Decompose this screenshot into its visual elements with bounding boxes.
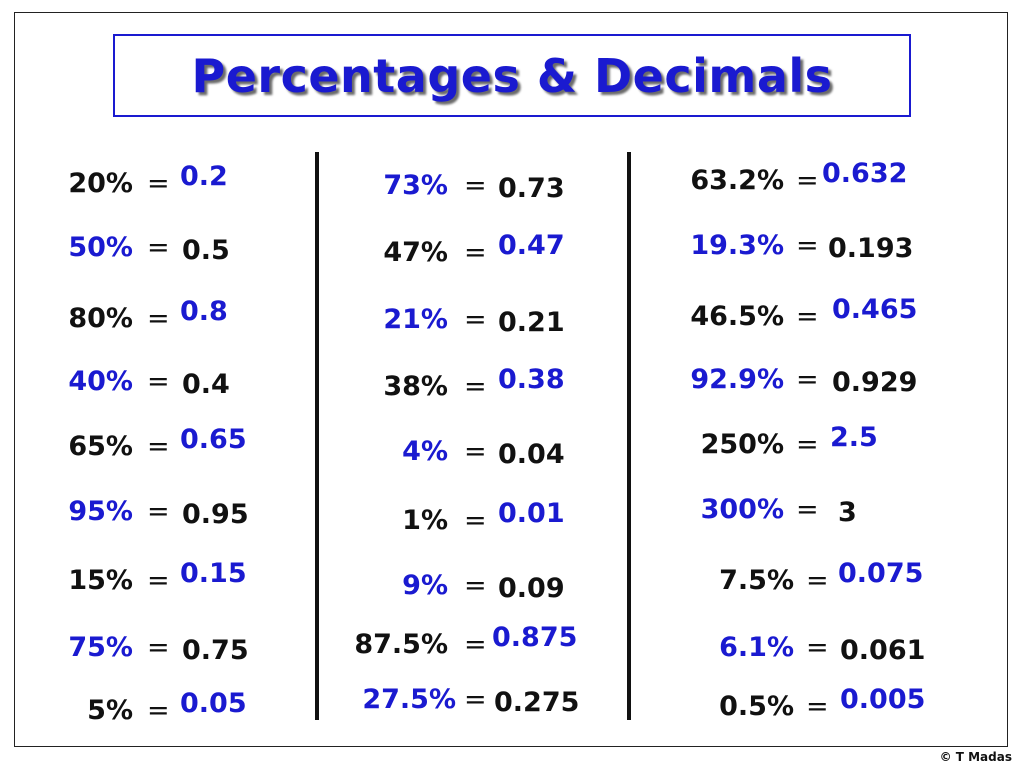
equals-sign: = (147, 168, 170, 199)
decimal-value: 0.21 (498, 307, 565, 338)
equals-sign: = (147, 366, 170, 397)
page-title: Percentages & Decimals (191, 48, 833, 103)
percentage-value: 95% (68, 496, 133, 527)
decimal-value: 0.65 (180, 424, 247, 455)
decimal-value: 0.275 (494, 687, 580, 718)
slide-frame (14, 12, 1008, 747)
decimal-value: 0.061 (840, 635, 926, 666)
decimal-value: 0.465 (832, 294, 918, 325)
percentage-value: 250% (700, 429, 784, 460)
equals-sign: = (796, 301, 819, 332)
percentage-value: 6.1% (719, 632, 794, 663)
equals-sign: = (806, 691, 829, 722)
decimal-value: 0.5 (182, 235, 230, 266)
equals-sign: = (147, 565, 170, 596)
decimal-value: 2.5 (830, 422, 878, 453)
percentage-value: 50% (68, 232, 133, 263)
copyright-notice: © T Madas (939, 750, 1012, 764)
percentage-value: 5% (87, 695, 133, 726)
percentage-value: 38% (383, 371, 448, 402)
decimal-value: 0.75 (182, 635, 249, 666)
decimal-value: 0.929 (832, 367, 918, 398)
decimal-value: 0.8 (180, 296, 228, 327)
equals-sign: = (147, 496, 170, 527)
equals-sign: = (147, 695, 170, 726)
equals-sign: = (464, 684, 487, 715)
equals-sign: = (464, 237, 487, 268)
decimal-value: 0.09 (498, 573, 565, 604)
equals-sign: = (464, 170, 487, 201)
equals-sign: = (464, 304, 487, 335)
column-divider-left (315, 152, 319, 720)
percentage-value: 0.5% (719, 691, 794, 722)
decimal-value: 0.04 (498, 439, 565, 470)
equals-sign: = (796, 494, 819, 525)
decimal-value: 0.193 (828, 233, 914, 264)
decimal-value: 0.875 (492, 622, 578, 653)
decimal-value: 0.15 (180, 558, 247, 589)
equals-sign: = (147, 431, 170, 462)
decimal-value: 0.2 (180, 161, 228, 192)
title-box: Percentages & Decimals (113, 34, 911, 117)
percentage-value: 21% (383, 304, 448, 335)
decimal-value: 0.95 (182, 499, 249, 530)
percentage-value: 92.9% (690, 364, 784, 395)
decimal-value: 0.632 (822, 158, 908, 189)
percentage-value: 80% (68, 303, 133, 334)
percentage-value: 15% (68, 565, 133, 596)
percentage-value: 9% (402, 570, 448, 601)
equals-sign: = (464, 629, 487, 660)
equals-sign: = (464, 570, 487, 601)
percentage-value: 1% (402, 505, 448, 536)
equals-sign: = (464, 371, 487, 402)
percentage-value: 4% (402, 436, 448, 467)
percentage-value: 20% (68, 168, 133, 199)
equals-sign: = (464, 436, 487, 467)
equals-sign: = (147, 303, 170, 334)
equals-sign: = (796, 364, 819, 395)
percentage-value: 27.5% (362, 684, 456, 715)
equals-sign: = (796, 230, 819, 261)
decimal-value: 0.38 (498, 364, 565, 395)
decimal-value: 0.4 (182, 369, 230, 400)
percentage-value: 19.3% (690, 230, 784, 261)
percentage-value: 73% (383, 170, 448, 201)
equals-sign: = (796, 429, 819, 460)
decimal-value: 0.075 (838, 558, 924, 589)
equals-sign: = (464, 505, 487, 536)
percentage-value: 7.5% (719, 565, 794, 596)
decimal-value: 0.01 (498, 498, 565, 529)
equals-sign: = (796, 165, 819, 196)
decimal-value: 0.05 (180, 688, 247, 719)
percentage-value: 87.5% (354, 629, 448, 660)
percentage-value: 46.5% (690, 301, 784, 332)
decimal-value: 0.005 (840, 684, 926, 715)
decimal-value: 0.73 (498, 173, 565, 204)
percentage-value: 63.2% (690, 165, 784, 196)
column-divider-right (627, 152, 631, 720)
percentage-value: 75% (68, 632, 133, 663)
percentage-value: 300% (700, 494, 784, 525)
percentage-value: 40% (68, 366, 133, 397)
equals-sign: = (147, 632, 170, 663)
percentage-value: 65% (68, 431, 133, 462)
decimal-value: 3 (838, 497, 857, 528)
equals-sign: = (147, 232, 170, 263)
percentage-value: 47% (383, 237, 448, 268)
decimal-value: 0.47 (498, 230, 565, 261)
equals-sign: = (806, 565, 829, 596)
equals-sign: = (806, 632, 829, 663)
